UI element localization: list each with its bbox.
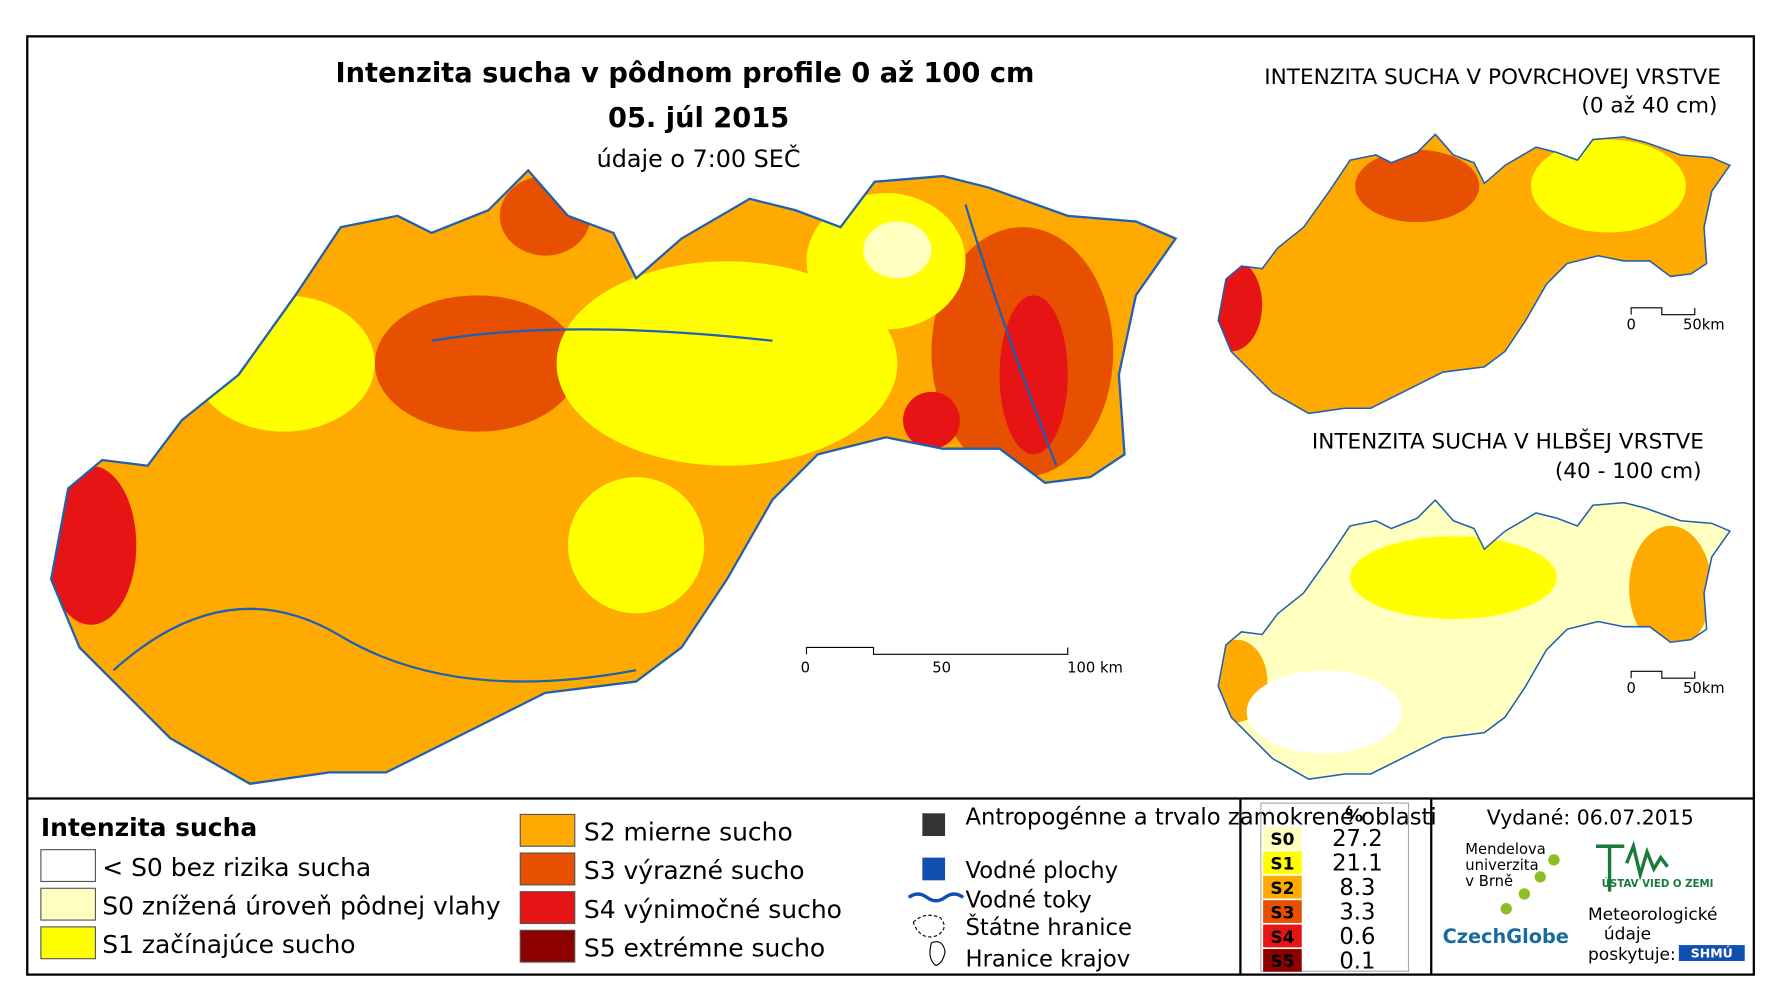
class-swatch — [1263, 875, 1302, 899]
class-percent: 8.3 — [1339, 875, 1375, 901]
inset-subtitle: (0 až 40 cm) — [1581, 93, 1717, 118]
logo-text: ÚSTAV VIED O ZEMI — [1602, 877, 1714, 890]
logo-text: Meteorologické — [1588, 905, 1717, 925]
class-percent: 3.3 — [1339, 900, 1375, 926]
class-swatch — [1263, 900, 1302, 923]
date: 05. júl 2015 — [608, 103, 789, 134]
scale-label: 0 — [801, 659, 810, 676]
inset-title: INTENZITA SUCHA V HLBŠEJ VRSTVE — [1312, 429, 1704, 455]
class-swatch — [1263, 949, 1302, 972]
logo-text: SHMÚ — [1691, 946, 1733, 961]
logos — [1500, 840, 1745, 961]
legend-label: S2 mierne sucho — [584, 818, 793, 847]
legend-label: < S0 bez rizika sucha — [102, 853, 371, 882]
inset-surface — [1217, 133, 1731, 415]
legend-label: Hranice krajov — [966, 947, 1131, 973]
legend-label: Vodné plochy — [966, 858, 1119, 884]
legend-label: S3 výrazné sucho — [584, 856, 805, 885]
class-percent: 21.1 — [1332, 851, 1383, 877]
legend-title: Intenzita sucha — [41, 813, 257, 842]
class-percent: 0.6 — [1339, 924, 1375, 950]
stats-table: % S0 27.2 S1 21.1 S2 8.3 S3 3.3 S4 0.6 S5 0.1 — [1260, 802, 1410, 974]
class-percent: 27.2 — [1332, 826, 1383, 852]
class-code: S0 — [1270, 830, 1294, 850]
logo-text: CzechGlobe — [1443, 925, 1569, 948]
main-scale — [805, 646, 1069, 655]
legend-swatch — [519, 852, 576, 886]
legend-other — [907, 813, 965, 967]
legend-swatch — [40, 926, 96, 960]
class-code: S4 — [1270, 928, 1294, 948]
scale-label: 0 — [1626, 316, 1635, 333]
issued: Vydané: 06.07.2015 — [1487, 806, 1694, 830]
legend-label: Štátne hranice — [966, 913, 1132, 941]
legend-swatch — [519, 929, 576, 963]
class-percent: 0.1 — [1339, 948, 1375, 974]
logo-text: univerzita — [1465, 857, 1538, 874]
table-header: % — [1345, 805, 1363, 826]
class-code: S2 — [1270, 879, 1294, 899]
legend-label: S0 znížená úroveň pôdnej vlahy — [102, 891, 501, 920]
class-code: S3 — [1270, 903, 1294, 923]
legend-swatch — [40, 887, 96, 921]
logo-text: v Brně — [1465, 873, 1513, 890]
note: údaje o 7:00 SEČ — [597, 145, 801, 173]
legend: < S0 bez rizika sucha S0 znížená úroveň p… — [40, 813, 842, 963]
class-code: S5 — [1270, 952, 1294, 972]
scale-label: 50 — [932, 659, 951, 676]
legend-swatch — [519, 891, 576, 925]
logo-text: údaje — [1604, 924, 1651, 944]
class-swatch — [1263, 826, 1302, 850]
legend-swatch — [519, 813, 576, 847]
legend-label: S4 výnimočné sucho — [584, 895, 842, 924]
logo-text: poskytuje: — [1588, 945, 1676, 965]
logo-text: Mendelova — [1465, 841, 1545, 858]
legend-swatch — [40, 849, 96, 883]
class-code: S1 — [1270, 855, 1294, 875]
legend-label: S1 začínajúce sucho — [102, 930, 355, 959]
title: Intenzita sucha v pôdnom profile 0 až 10… — [336, 58, 1035, 89]
legend-label: S5 extrémne sucho — [584, 933, 825, 962]
scale-label: 0 — [1626, 680, 1635, 697]
scale-label: 100 km — [1067, 659, 1123, 676]
inset-title: INTENZITA SUCHA V POVRCHOVEJ VRSTVE — [1264, 65, 1721, 90]
inset-subtitle: (40 - 100 cm) — [1555, 459, 1702, 484]
scale-label: 50km — [1683, 680, 1725, 697]
class-swatch — [1263, 851, 1302, 875]
legend-label: Antropogénne a trvalo zamokrené oblasti — [966, 805, 1437, 831]
scale-label: 50km — [1683, 316, 1725, 333]
legend-label: Vodné toky — [966, 888, 1092, 914]
table-border — [1260, 802, 1410, 972]
class-swatch — [1263, 924, 1302, 948]
